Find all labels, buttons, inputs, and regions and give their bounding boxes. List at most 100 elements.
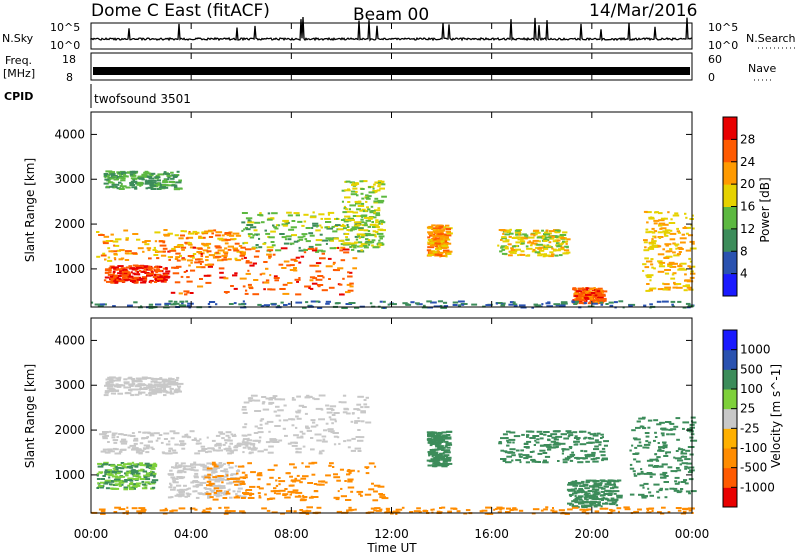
power-point xyxy=(352,257,358,260)
velocity-point xyxy=(267,468,275,471)
velocity-point xyxy=(168,486,173,489)
velocity-point xyxy=(290,441,297,444)
power-point xyxy=(258,246,263,249)
power-point xyxy=(431,240,438,243)
power-point xyxy=(405,303,412,306)
velocity-point xyxy=(558,509,565,512)
velocity-point xyxy=(172,383,179,385)
velocity-point xyxy=(567,508,573,511)
power-point xyxy=(119,270,122,273)
power-point xyxy=(509,301,515,304)
velocity-point xyxy=(215,434,221,437)
velocity-point xyxy=(379,508,383,511)
power-point xyxy=(315,243,322,246)
velocity-point xyxy=(360,494,363,497)
velocity-point xyxy=(677,509,682,512)
velocity-point xyxy=(228,481,234,484)
power-point xyxy=(648,242,654,245)
velocity-point xyxy=(214,444,218,447)
velocity-point xyxy=(107,390,114,392)
power-point xyxy=(303,249,308,251)
power-point xyxy=(127,278,133,281)
velocity-point xyxy=(683,479,688,482)
velocity-point xyxy=(205,451,209,454)
power-point xyxy=(440,306,447,309)
power-point xyxy=(110,278,115,281)
velocity-point xyxy=(256,474,263,477)
velocity-point xyxy=(257,492,261,495)
velocity-point xyxy=(149,391,155,394)
velocity-point xyxy=(437,431,443,434)
power-point xyxy=(146,273,152,276)
power-point xyxy=(184,241,191,244)
velocity-point xyxy=(195,484,201,487)
velocity-point xyxy=(265,397,271,400)
power-point xyxy=(312,211,315,214)
power-colorbar-swatch xyxy=(723,161,737,185)
power-point xyxy=(275,249,282,252)
power-point xyxy=(183,290,190,293)
power-point xyxy=(342,211,348,214)
power-point xyxy=(649,279,652,282)
power-point xyxy=(349,204,356,207)
velocity-point xyxy=(347,446,351,449)
velocity-point xyxy=(265,441,271,444)
velocity-point xyxy=(552,510,557,513)
power-point xyxy=(347,217,350,220)
power-point xyxy=(529,244,533,247)
velocity-point xyxy=(581,511,587,514)
velocity-point xyxy=(258,487,264,490)
velocity-point xyxy=(539,437,544,440)
power-point xyxy=(274,227,279,230)
velocity-point xyxy=(441,458,445,461)
power-point xyxy=(649,287,655,290)
power-point xyxy=(551,253,555,256)
power-point xyxy=(239,254,245,257)
power-point xyxy=(174,234,179,237)
velocity-point xyxy=(356,403,362,406)
power-point xyxy=(428,232,433,235)
velocity-point xyxy=(427,437,432,440)
velocity-point xyxy=(142,483,147,486)
velocity-point xyxy=(453,507,458,510)
power-point xyxy=(196,251,202,253)
power-point xyxy=(317,307,323,309)
power-point xyxy=(376,189,381,192)
velocity-point xyxy=(562,458,570,461)
velocity-point xyxy=(117,392,123,395)
velocity-point xyxy=(127,484,131,487)
power-point xyxy=(178,237,184,240)
power-point xyxy=(185,269,188,272)
velocity-point xyxy=(446,430,452,433)
power-point xyxy=(194,261,200,264)
velocity-point xyxy=(147,440,153,443)
velocity-point xyxy=(230,473,238,476)
power-point xyxy=(657,288,663,291)
power-point xyxy=(402,302,408,305)
velocity-point xyxy=(532,460,537,463)
velocity-point xyxy=(673,489,680,492)
power-point xyxy=(281,267,287,269)
velocity-point xyxy=(180,462,186,465)
velocity-point xyxy=(212,468,217,471)
velocity-point xyxy=(597,486,604,489)
power-point xyxy=(132,264,139,267)
velocity-point xyxy=(173,390,178,393)
power-point xyxy=(113,279,119,282)
power-point xyxy=(170,171,174,174)
power-point xyxy=(202,249,209,252)
power-point xyxy=(350,229,353,232)
velocity-point xyxy=(665,451,671,454)
velocity-point xyxy=(247,442,253,445)
velocity-point xyxy=(315,424,319,427)
power-point xyxy=(662,230,669,233)
velocity-point xyxy=(318,483,325,486)
power-point xyxy=(544,233,551,236)
velocity-point xyxy=(274,425,281,427)
nsky-top-tick: 10^5 xyxy=(50,21,80,34)
velocity-point xyxy=(573,440,580,443)
velocity-point xyxy=(133,439,139,442)
velocity-point xyxy=(145,393,148,396)
velocity-point xyxy=(135,384,142,387)
power-point xyxy=(360,236,365,239)
